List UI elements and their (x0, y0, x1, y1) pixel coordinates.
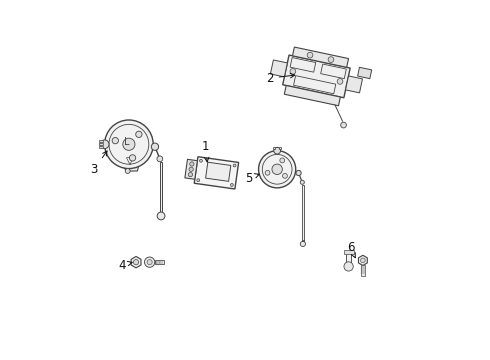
Circle shape (296, 170, 301, 176)
Circle shape (157, 212, 165, 220)
Circle shape (337, 78, 343, 84)
Circle shape (125, 168, 130, 174)
Circle shape (328, 57, 334, 62)
Circle shape (361, 258, 365, 263)
Polygon shape (358, 67, 372, 78)
Polygon shape (302, 185, 304, 244)
Circle shape (197, 179, 200, 182)
Polygon shape (268, 174, 287, 186)
Polygon shape (279, 147, 281, 149)
Polygon shape (284, 85, 341, 106)
Circle shape (189, 167, 193, 171)
Circle shape (280, 158, 285, 163)
Circle shape (151, 143, 159, 150)
Polygon shape (283, 55, 350, 98)
Text: 6: 6 (346, 241, 355, 258)
Circle shape (112, 138, 119, 144)
Circle shape (272, 164, 282, 175)
Circle shape (274, 147, 280, 154)
Polygon shape (99, 143, 103, 145)
Text: 4: 4 (118, 258, 132, 271)
Polygon shape (273, 147, 275, 149)
Circle shape (145, 257, 155, 267)
Circle shape (199, 159, 202, 162)
Polygon shape (99, 146, 103, 148)
Circle shape (290, 68, 296, 74)
Polygon shape (270, 60, 287, 77)
Circle shape (233, 164, 236, 167)
Circle shape (157, 156, 163, 162)
Polygon shape (345, 76, 363, 93)
Polygon shape (160, 162, 162, 216)
Circle shape (104, 120, 153, 168)
Polygon shape (361, 265, 365, 276)
Circle shape (136, 131, 142, 138)
Circle shape (344, 262, 353, 271)
Polygon shape (359, 255, 368, 265)
Circle shape (300, 180, 304, 184)
Polygon shape (301, 240, 304, 241)
Circle shape (259, 151, 296, 188)
Text: L: L (124, 138, 130, 148)
Polygon shape (117, 152, 140, 171)
Polygon shape (343, 250, 354, 253)
Circle shape (100, 140, 109, 149)
Circle shape (283, 174, 288, 178)
Polygon shape (155, 260, 164, 264)
Polygon shape (99, 140, 103, 142)
Text: 2: 2 (266, 72, 295, 85)
Polygon shape (346, 251, 351, 266)
Circle shape (230, 184, 233, 186)
Circle shape (147, 260, 152, 265)
Circle shape (133, 260, 139, 265)
Circle shape (265, 170, 270, 175)
Polygon shape (293, 47, 348, 67)
Text: 5: 5 (245, 172, 259, 185)
Text: 3: 3 (91, 151, 107, 176)
Polygon shape (131, 256, 141, 268)
Polygon shape (206, 162, 231, 181)
Polygon shape (194, 157, 239, 189)
Circle shape (300, 241, 305, 247)
Polygon shape (185, 159, 197, 179)
Circle shape (129, 155, 136, 161)
Circle shape (123, 138, 135, 150)
Circle shape (190, 162, 194, 166)
Circle shape (341, 122, 346, 128)
Circle shape (188, 172, 193, 177)
Text: 1: 1 (202, 140, 209, 162)
Circle shape (307, 52, 313, 58)
